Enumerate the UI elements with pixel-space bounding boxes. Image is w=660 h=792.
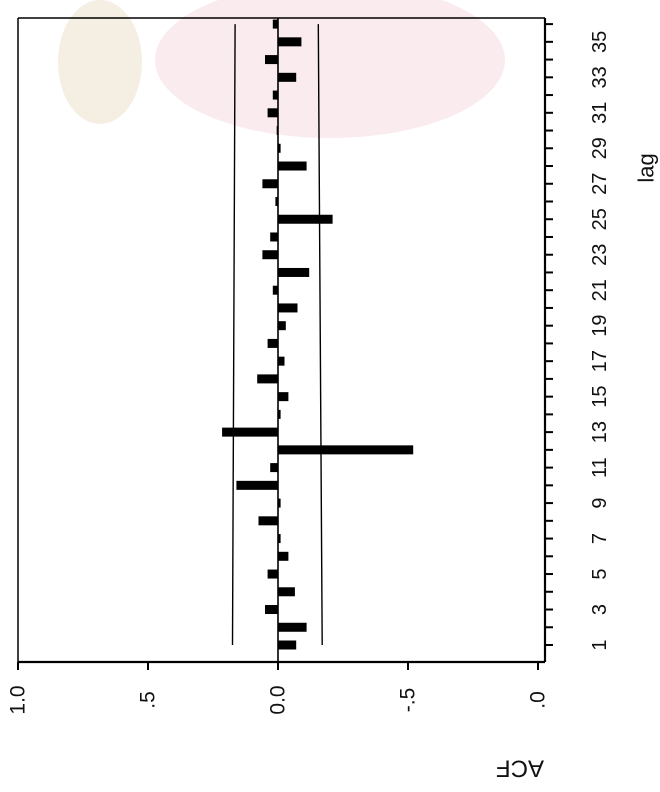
acf-axis-label: ACF — [496, 755, 544, 782]
acf-bar — [267, 338, 278, 348]
acf-tick-label: -.5 — [397, 688, 420, 713]
acf-bar — [222, 427, 278, 437]
acf-tick-label: 0.0 — [267, 685, 290, 714]
acf-bar — [270, 463, 278, 473]
watermark — [58, 0, 505, 138]
acf-bar — [278, 640, 297, 650]
lag-tick-label: 17 — [589, 350, 611, 372]
acf-bar — [278, 214, 333, 224]
acf-bar — [278, 356, 285, 366]
acf-tick-label: .5 — [137, 691, 160, 709]
acf-tick-label: 1.0 — [7, 685, 30, 714]
acf-bar — [262, 250, 278, 260]
acf-bar — [270, 232, 278, 242]
acf-bar — [278, 534, 281, 544]
acf-bar — [276, 126, 279, 136]
acf-bar — [278, 267, 310, 277]
acf-bar — [236, 480, 278, 490]
lag-tick-label: 1 — [589, 639, 611, 650]
lag-tick-label: 3 — [589, 604, 611, 615]
lag-tick-label: 29 — [589, 137, 611, 159]
acf-bar — [267, 108, 278, 118]
acf-bars — [222, 19, 414, 650]
acf-bar — [278, 321, 286, 331]
lag-tick-label: 13 — [589, 421, 611, 443]
watermark-emblem-icon — [155, 0, 505, 138]
lag-tick-label: 19 — [589, 315, 611, 337]
lag-axis-label: lag — [634, 153, 659, 182]
lag-tick-label: 27 — [589, 173, 611, 195]
acf-bar — [262, 179, 278, 189]
acf-bar — [278, 161, 307, 171]
lag-tick-label: 7 — [589, 533, 611, 544]
lag-tick-label: 5 — [589, 568, 611, 579]
acf-bar — [278, 498, 281, 508]
lag-tick-label: 33 — [589, 66, 611, 88]
acf-tick-label: .0 — [527, 691, 550, 709]
lag-tick-label: 31 — [589, 102, 611, 124]
acf-bar — [278, 551, 289, 561]
lag-tick-label: 25 — [589, 208, 611, 230]
acf-bar — [278, 303, 298, 313]
lag-tick-label: 15 — [589, 386, 611, 408]
watermark-crest-icon — [58, 0, 142, 124]
acf-bar — [278, 587, 295, 597]
upper-confidence-limit — [231, 24, 236, 646]
acf-bar — [278, 445, 414, 455]
acf-bar — [258, 516, 278, 526]
lag-tick-label: 23 — [589, 244, 611, 266]
acf-bar — [272, 285, 278, 295]
acf-bar — [257, 374, 278, 384]
acf-bar — [272, 90, 278, 100]
acf-bar — [278, 392, 289, 402]
lag-tick-label: 9 — [589, 498, 611, 509]
acf-bar — [265, 55, 278, 65]
acf-bar — [265, 605, 278, 615]
acf-bar — [275, 197, 278, 206]
acf-bar — [278, 37, 302, 47]
acf-bar — [278, 409, 281, 419]
acf-bar — [278, 72, 297, 82]
lag-tick-label: 35 — [589, 31, 611, 53]
acf-bar — [272, 19, 278, 29]
acf-bar — [278, 143, 281, 153]
acf-bar — [278, 622, 307, 632]
lag-tick-label: 21 — [589, 279, 611, 301]
acf-bar — [267, 569, 278, 579]
lower-confidence-limit — [317, 24, 323, 646]
lag-tick-label: 11 — [589, 457, 611, 478]
